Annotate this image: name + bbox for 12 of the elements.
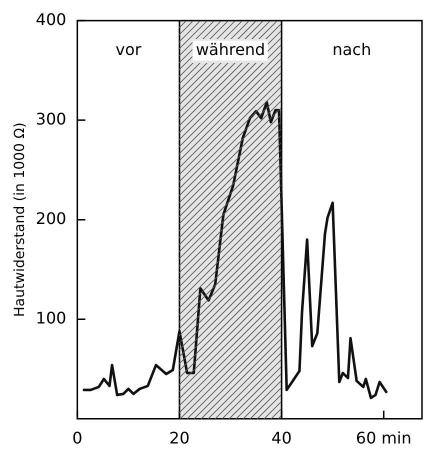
- y-tick-label: 200: [36, 208, 66, 228]
- x-tick-label: 40: [271, 428, 292, 448]
- y-axis-title: Hautwiderstand (in 1000 Ω): [12, 122, 28, 317]
- band-label: während: [196, 40, 266, 59]
- annotation: vor: [115, 40, 142, 59]
- x-tick-label: 60 min: [356, 428, 412, 448]
- annotation: nach: [332, 40, 372, 59]
- x-tick-label: 20: [169, 428, 190, 448]
- y-tick-label: 100: [36, 308, 66, 328]
- y-tick-label: 300: [36, 109, 66, 128]
- y-tick-label: 400: [36, 10, 66, 29]
- x-tick-label: 0: [72, 428, 82, 448]
